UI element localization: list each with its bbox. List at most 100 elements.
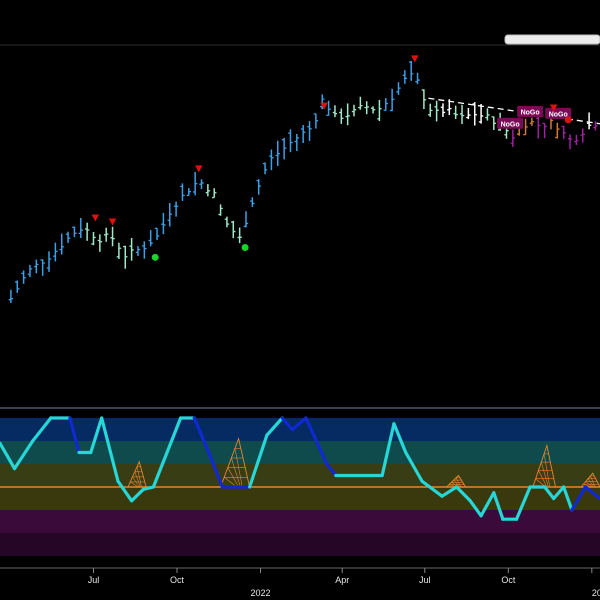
bottom-marker-icon <box>151 253 159 261</box>
oscillator-segment <box>0 441 17 471</box>
price-bar <box>428 103 433 117</box>
price-bar <box>84 222 90 241</box>
price-bar <box>440 103 446 117</box>
price-bar <box>173 201 179 217</box>
price-bar <box>408 60 414 81</box>
price-bar <box>434 100 439 122</box>
price-bar <box>91 232 96 246</box>
price-bar <box>313 113 319 129</box>
oscillator-segment <box>479 491 496 518</box>
top-marker-icon <box>549 104 558 112</box>
nogo-label-box <box>517 105 544 117</box>
price-bar <box>53 242 58 262</box>
oscillator-segment <box>304 416 329 466</box>
price-bar <box>167 202 172 227</box>
top-marker-icon <box>320 102 328 110</box>
nogo-label: NoGo <box>497 117 524 129</box>
price-bar <box>523 118 528 136</box>
oscillator-segment <box>468 499 483 518</box>
price-bar <box>34 259 39 274</box>
price-bar <box>320 94 325 110</box>
oscillator-zone <box>0 533 600 556</box>
price-bar <box>78 217 83 239</box>
price-bar <box>250 197 255 207</box>
scrollbar-handle[interactable] <box>504 34 600 45</box>
oscillator-segment <box>280 416 294 432</box>
top-marker-icon <box>91 214 100 222</box>
nogo-label: NoGo <box>545 107 572 119</box>
price-bar <box>358 96 363 110</box>
price-bar <box>389 88 395 112</box>
oscillator-panel <box>0 407 600 556</box>
price-bar <box>72 226 77 238</box>
price-bar <box>574 134 579 145</box>
oscillator-segment <box>583 485 600 501</box>
oscillator-segment <box>100 416 120 483</box>
price-bar <box>300 125 306 144</box>
price-bar <box>453 105 458 119</box>
price-bar <box>567 134 573 150</box>
oscillator-zone <box>0 510 600 533</box>
oscillator-segment <box>440 485 459 498</box>
oscillator-segment <box>543 485 556 501</box>
price-bar <box>59 233 64 255</box>
price-bar <box>237 227 242 244</box>
oscillator-segment <box>68 416 81 455</box>
price-bar <box>561 125 566 139</box>
bottom-marker-icon <box>241 244 249 251</box>
oscillator-segment <box>151 439 174 489</box>
price-bar <box>180 183 185 201</box>
price-bar <box>529 117 535 126</box>
oscillator-segment <box>552 485 566 501</box>
price-bar <box>288 129 293 153</box>
price-bar <box>491 116 496 130</box>
price-bar <box>116 242 122 259</box>
x-axis: Jul Oct 2022 Apr Jul Oct 2023 <box>0 567 600 598</box>
price-bar <box>199 179 204 189</box>
price-bar <box>8 289 14 303</box>
oscillator-segment <box>492 491 505 521</box>
price-bar <box>154 227 160 240</box>
price-bar <box>123 245 128 269</box>
price-bar <box>212 188 217 199</box>
oscillator-segment <box>169 416 183 443</box>
oscillator-segment <box>404 450 424 483</box>
oscillator-segment <box>89 416 104 455</box>
price-bar <box>586 112 592 130</box>
price-bar <box>27 264 33 278</box>
price-bar <box>243 211 249 228</box>
price-bar <box>351 104 357 117</box>
x-tick-label: Jul <box>88 575 100 585</box>
price-bar <box>161 212 166 235</box>
nogo-label-text: NoGo <box>521 109 540 116</box>
x-tick-label: Jul <box>419 575 431 585</box>
price-bar <box>104 227 109 242</box>
price-bar <box>142 241 147 259</box>
price-bar <box>46 251 52 272</box>
price-bar <box>478 103 484 124</box>
price-bar <box>97 234 103 252</box>
bottom-marker-icon <box>564 116 572 124</box>
price-bar <box>218 204 223 216</box>
oscillator-segment <box>290 416 308 432</box>
price-bar <box>15 280 20 293</box>
price-bar <box>326 100 331 116</box>
price-bar <box>40 259 45 276</box>
nogo-label-text: NoGo <box>549 111 568 118</box>
price-bar <box>281 137 287 160</box>
oscillator-segment <box>116 479 134 503</box>
price-bar <box>339 108 344 124</box>
price-bar <box>459 104 465 125</box>
go-hatch <box>127 460 147 488</box>
price-bar <box>110 226 115 247</box>
price-bar <box>396 82 401 95</box>
price-bar <box>224 216 230 228</box>
oscillator-segment <box>130 487 146 503</box>
oscillator-segment <box>265 416 284 437</box>
oscillator-segment <box>192 416 211 455</box>
oscillator-segment <box>454 485 472 503</box>
oscillator-segment <box>31 416 53 443</box>
price-bar <box>275 140 280 166</box>
x-tick-label: 2023 <box>592 588 600 598</box>
